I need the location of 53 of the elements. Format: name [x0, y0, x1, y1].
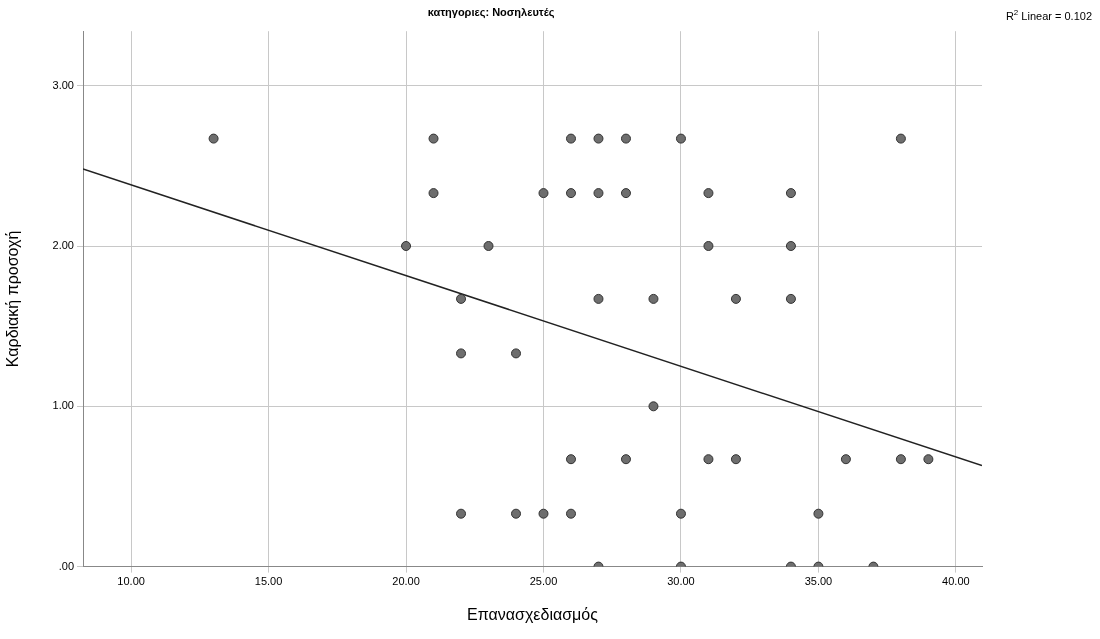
x-tick-label: 10.00	[117, 575, 145, 588]
x-tick-label: 25.00	[529, 575, 558, 588]
point	[428, 188, 439, 199]
point	[785, 293, 796, 304]
point	[401, 241, 412, 251]
point	[703, 454, 714, 465]
point	[840, 454, 851, 465]
point	[703, 241, 714, 251]
x-tick-label: 15.00	[254, 575, 283, 588]
chart-title: κατηγοριες: Νοσηλευτές	[427, 5, 555, 19]
y-tick-label: .00	[58, 559, 74, 572]
point	[565, 188, 576, 199]
point	[785, 241, 796, 251]
point	[675, 508, 686, 519]
point	[511, 348, 522, 359]
point	[620, 188, 631, 199]
point	[730, 454, 741, 465]
point	[483, 241, 494, 251]
y-tick-label: 2.00	[52, 239, 74, 252]
point	[593, 188, 604, 199]
point	[923, 454, 934, 465]
y-tick-label: 3.00	[52, 78, 74, 91]
x-axis-title: Επανασχεδιασμός	[467, 605, 599, 623]
point	[648, 401, 659, 412]
point	[428, 133, 439, 144]
point	[620, 454, 631, 465]
point	[593, 293, 604, 304]
point	[456, 348, 467, 359]
point	[538, 508, 549, 519]
point	[565, 508, 576, 519]
x-tick-label: 30.00	[667, 575, 695, 588]
point	[593, 133, 604, 144]
point	[456, 508, 467, 519]
point	[730, 293, 741, 304]
point	[208, 133, 219, 144]
point	[813, 508, 824, 519]
point	[648, 293, 659, 304]
point	[675, 133, 686, 144]
point	[703, 188, 714, 199]
point	[456, 293, 467, 304]
x-tick-label: 40.00	[942, 575, 970, 588]
point	[565, 454, 576, 465]
point	[538, 188, 549, 199]
x-tick-label: 20.00	[392, 575, 420, 588]
point	[565, 133, 576, 144]
y-axis-title: Καρδιακή προσοχή	[4, 230, 22, 368]
x-tick-label: 35.00	[804, 575, 833, 588]
point	[895, 133, 906, 144]
point	[895, 454, 906, 465]
point	[785, 188, 796, 199]
point	[511, 508, 522, 519]
y-tick-label: 1.00	[52, 399, 74, 412]
point	[620, 133, 631, 144]
